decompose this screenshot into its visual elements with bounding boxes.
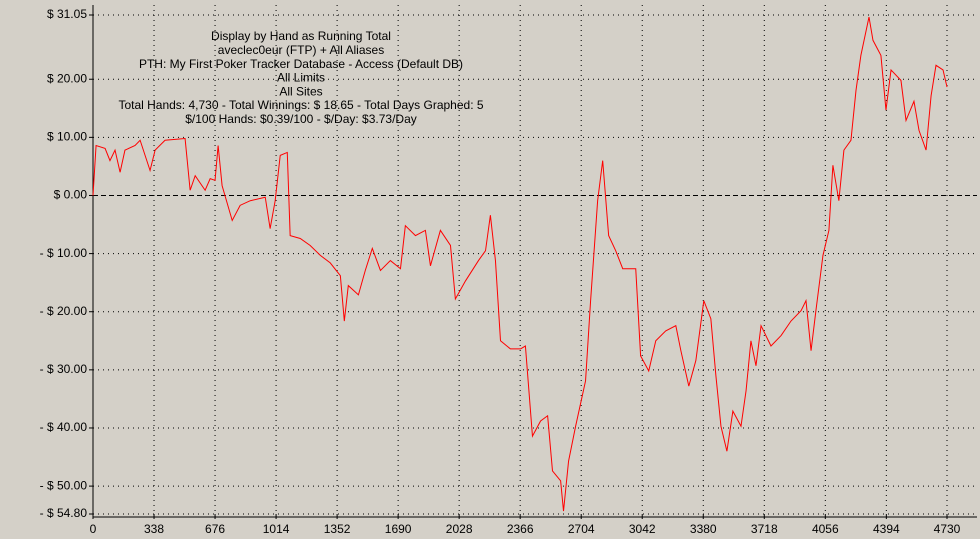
- x-tick-label: 338: [144, 522, 164, 536]
- annotation: Display by Hand as Running Total: [211, 29, 391, 43]
- y-tick-label: - $ 10.00: [40, 246, 88, 260]
- annotation: aveclec0eur (FTP) + All Aliases: [218, 43, 384, 57]
- x-tick-label: 2704: [568, 522, 595, 536]
- y-tick-label: $ 0.00: [54, 188, 88, 202]
- x-tick-label: 1352: [324, 522, 351, 536]
- x-tick-label: 4394: [873, 522, 900, 536]
- y-tick-label: - $ 54.80: [40, 506, 88, 520]
- x-tick-label: 2366: [507, 522, 534, 536]
- x-tick-label: 1014: [263, 522, 290, 536]
- x-tick-label: 3042: [629, 522, 656, 536]
- annotation: $/100 Hands: $0.39/100 - $/Day: $3.73/Da…: [185, 112, 417, 126]
- y-tick-label: - $ 40.00: [40, 420, 88, 434]
- x-tick-label: 0: [90, 522, 97, 536]
- annotation: Total Hands: 4,730 - Total Winnings: $ 1…: [118, 98, 483, 112]
- x-tick-label: 1690: [385, 522, 412, 536]
- x-tick-label: 2028: [446, 522, 473, 536]
- annotation: PTH: My First Poker Tracker Database - A…: [139, 57, 463, 71]
- y-tick-label: - $ 20.00: [40, 304, 88, 318]
- y-tick-label: - $ 50.00: [40, 478, 88, 492]
- series-line: [92, 16, 948, 512]
- x-tick-label: 4730: [934, 522, 961, 536]
- y-tick-label: $ 10.00: [47, 130, 87, 144]
- annotation: All Sites: [279, 84, 322, 98]
- x-tick-label: 3380: [690, 522, 717, 536]
- y-tick-label: - $ 30.00: [40, 362, 88, 376]
- x-tick-label: 3718: [751, 522, 778, 536]
- y-tick-label: $ 31.05: [47, 7, 87, 21]
- annotation: All Limits: [277, 71, 325, 85]
- y-tick-label: $ 20.00: [47, 71, 87, 85]
- x-tick-label: 676: [205, 522, 225, 536]
- x-tick-label: 4056: [812, 522, 839, 536]
